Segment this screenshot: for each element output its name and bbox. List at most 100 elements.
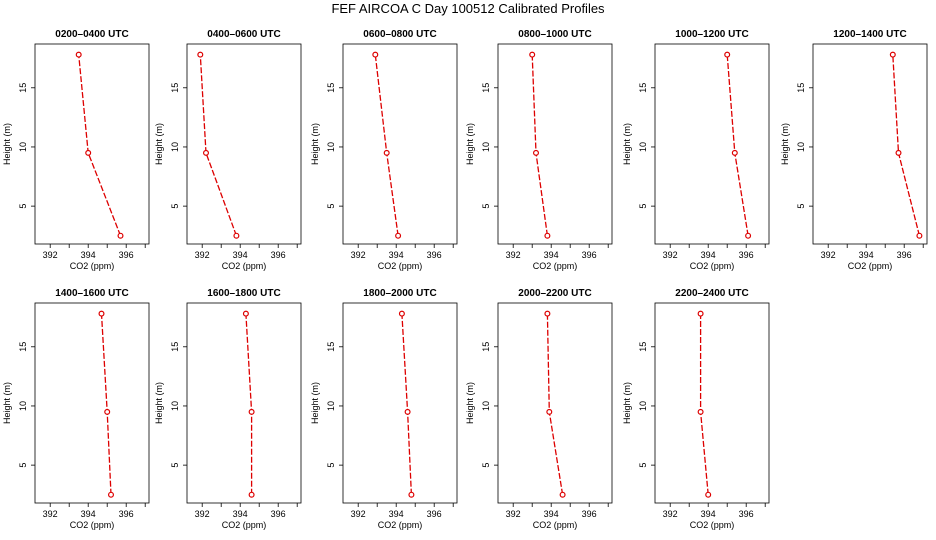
x-tick-label: 394 xyxy=(233,509,248,519)
data-point xyxy=(98,310,105,317)
data-point xyxy=(724,51,731,58)
data-point xyxy=(697,408,704,415)
x-tick-label: 392 xyxy=(506,509,521,519)
x-tick-label: 392 xyxy=(663,250,678,260)
plot-frame xyxy=(654,43,770,245)
data-point xyxy=(705,491,712,498)
y-tick-label: 5 xyxy=(18,463,28,468)
y-tick-label: 15 xyxy=(326,83,336,93)
x-tick-label: 392 xyxy=(195,509,210,519)
x-tick-label: 396 xyxy=(739,250,754,260)
x-tick-label: 392 xyxy=(43,250,58,260)
x-tick-label: 396 xyxy=(119,509,134,519)
panel-6: 1400–1600 UTC 392 394 396 5 10 15 CO2 (ppm) Heig… xyxy=(2,288,150,530)
y-tick-label: 5 xyxy=(638,463,648,468)
panel-title: 1200–1400 UTC xyxy=(833,29,906,40)
plot-frame xyxy=(342,302,458,504)
x-axis-label: CO2 (ppm) xyxy=(533,261,578,271)
x-tick-label: 396 xyxy=(897,250,912,260)
panel-10: 2200–2400 UTC 392 394 396 5 10 15 CO2 (ppm) Heig… xyxy=(622,288,770,530)
data-point xyxy=(731,149,738,156)
y-axis-label: Height (m) xyxy=(2,382,12,424)
y-tick-label: 10 xyxy=(638,401,648,411)
data-point xyxy=(383,149,390,156)
data-point xyxy=(75,51,82,58)
x-tick-label: 394 xyxy=(389,250,404,260)
data-point xyxy=(233,232,240,239)
data-point xyxy=(372,51,379,58)
x-tick-label: 396 xyxy=(427,509,442,519)
x-tick-label: 394 xyxy=(544,250,559,260)
y-axis-label: Height (m) xyxy=(622,382,632,424)
x-tick-label: 394 xyxy=(701,509,716,519)
series-line xyxy=(726,54,749,236)
data-point xyxy=(745,232,752,239)
data-point xyxy=(203,149,210,156)
series-line xyxy=(892,54,921,236)
x-tick-label: 392 xyxy=(351,250,366,260)
series-line xyxy=(100,313,112,495)
x-tick-label: 396 xyxy=(119,250,134,260)
panel-3: 0800–1000 UTC 392 394 396 5 10 15 CO2 (ppm) Heig… xyxy=(465,29,613,271)
x-axis-label: CO2 (ppm) xyxy=(690,520,735,530)
y-axis-label: Height (m) xyxy=(2,123,12,165)
y-tick-label: 5 xyxy=(170,204,180,209)
y-tick-label: 5 xyxy=(638,204,648,209)
y-tick-label: 15 xyxy=(170,83,180,93)
data-point xyxy=(104,408,111,415)
y-tick-label: 15 xyxy=(18,83,28,93)
y-tick-label: 10 xyxy=(170,401,180,411)
panel-1: 0400–0600 UTC 392 394 396 5 10 15 CO2 (ppm) Heig… xyxy=(154,29,302,271)
y-tick-label: 15 xyxy=(481,83,491,93)
y-axis-label: Height (m) xyxy=(622,123,632,165)
series-line xyxy=(546,313,564,495)
plot-frame xyxy=(342,43,458,245)
panel-title: 0200–0400 UTC xyxy=(55,29,128,40)
x-tick-label: 394 xyxy=(701,250,716,260)
y-tick-label: 15 xyxy=(326,342,336,352)
panel-0: 0200–0400 UTC 392 394 396 5 10 15 CO2 (ppm) Heig… xyxy=(2,29,150,271)
x-tick-label: 394 xyxy=(859,250,874,260)
x-axis-label: CO2 (ppm) xyxy=(222,261,267,271)
x-tick-label: 396 xyxy=(427,250,442,260)
data-point xyxy=(559,491,566,498)
data-point xyxy=(248,408,255,415)
data-point xyxy=(395,232,402,239)
y-tick-label: 15 xyxy=(638,342,648,352)
y-tick-label: 15 xyxy=(170,342,180,352)
data-point xyxy=(404,408,411,415)
x-tick-label: 394 xyxy=(544,509,559,519)
panel-title: 1600–1800 UTC xyxy=(207,288,280,299)
data-point xyxy=(529,51,536,58)
y-axis-label: Height (m) xyxy=(465,123,475,165)
series-line xyxy=(699,313,709,495)
plot-frame xyxy=(34,302,150,504)
panel-title: 1800–2000 UTC xyxy=(363,288,436,299)
plot-frame xyxy=(654,302,770,504)
x-axis-label: CO2 (ppm) xyxy=(690,261,735,271)
y-tick-label: 5 xyxy=(170,463,180,468)
x-tick-label: 392 xyxy=(351,509,366,519)
x-tick-label: 394 xyxy=(233,250,248,260)
data-point xyxy=(107,491,114,498)
y-axis-label: Height (m) xyxy=(154,123,164,165)
panel-title: 0600–0800 UTC xyxy=(363,29,436,40)
data-point xyxy=(398,310,405,317)
plot-frame xyxy=(186,302,302,504)
y-tick-label: 5 xyxy=(481,204,491,209)
x-tick-label: 392 xyxy=(43,509,58,519)
panel-title: 0400–0600 UTC xyxy=(207,29,280,40)
y-axis-label: Height (m) xyxy=(780,123,790,165)
y-axis-label: Height (m) xyxy=(310,123,320,165)
data-point xyxy=(546,408,553,415)
panel-4: 1000–1200 UTC 392 394 396 5 10 15 CO2 (ppm) Heig… xyxy=(622,29,770,271)
x-axis-label: CO2 (ppm) xyxy=(222,520,267,530)
series-line xyxy=(78,54,122,236)
x-axis-label: CO2 (ppm) xyxy=(848,261,893,271)
data-point xyxy=(544,232,551,239)
data-point xyxy=(889,51,896,58)
series-line xyxy=(245,313,253,495)
x-tick-label: 392 xyxy=(663,509,678,519)
data-point xyxy=(408,491,415,498)
x-tick-label: 394 xyxy=(389,509,404,519)
